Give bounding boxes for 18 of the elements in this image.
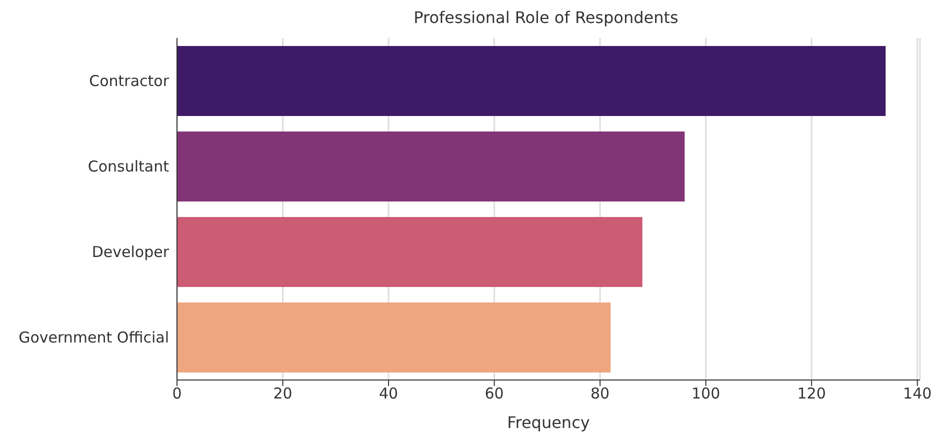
x-tick-label: 0 [172,384,182,403]
y-tick-label: Contractor [89,72,170,90]
y-tick-label: Consultant [88,158,170,176]
y-tick-label: Government Official [18,328,169,347]
x-tick-label: 140 [903,384,932,403]
bar [177,132,685,202]
bar [177,302,611,372]
x-tick-label: 120 [797,384,826,403]
x-tick-label: 20 [273,384,292,403]
bar [177,46,886,116]
chart-title: Professional Role of Respondents [412,8,680,29]
x-tick-label: 40 [378,384,398,403]
x-tick-label: 100 [692,384,720,403]
y-tick-label: Developer [92,243,170,262]
x-tick-label: 80 [590,384,610,403]
x-axis-title: Frequency [507,413,590,432]
x-tick-label: 60 [484,384,504,403]
bar [177,217,642,287]
